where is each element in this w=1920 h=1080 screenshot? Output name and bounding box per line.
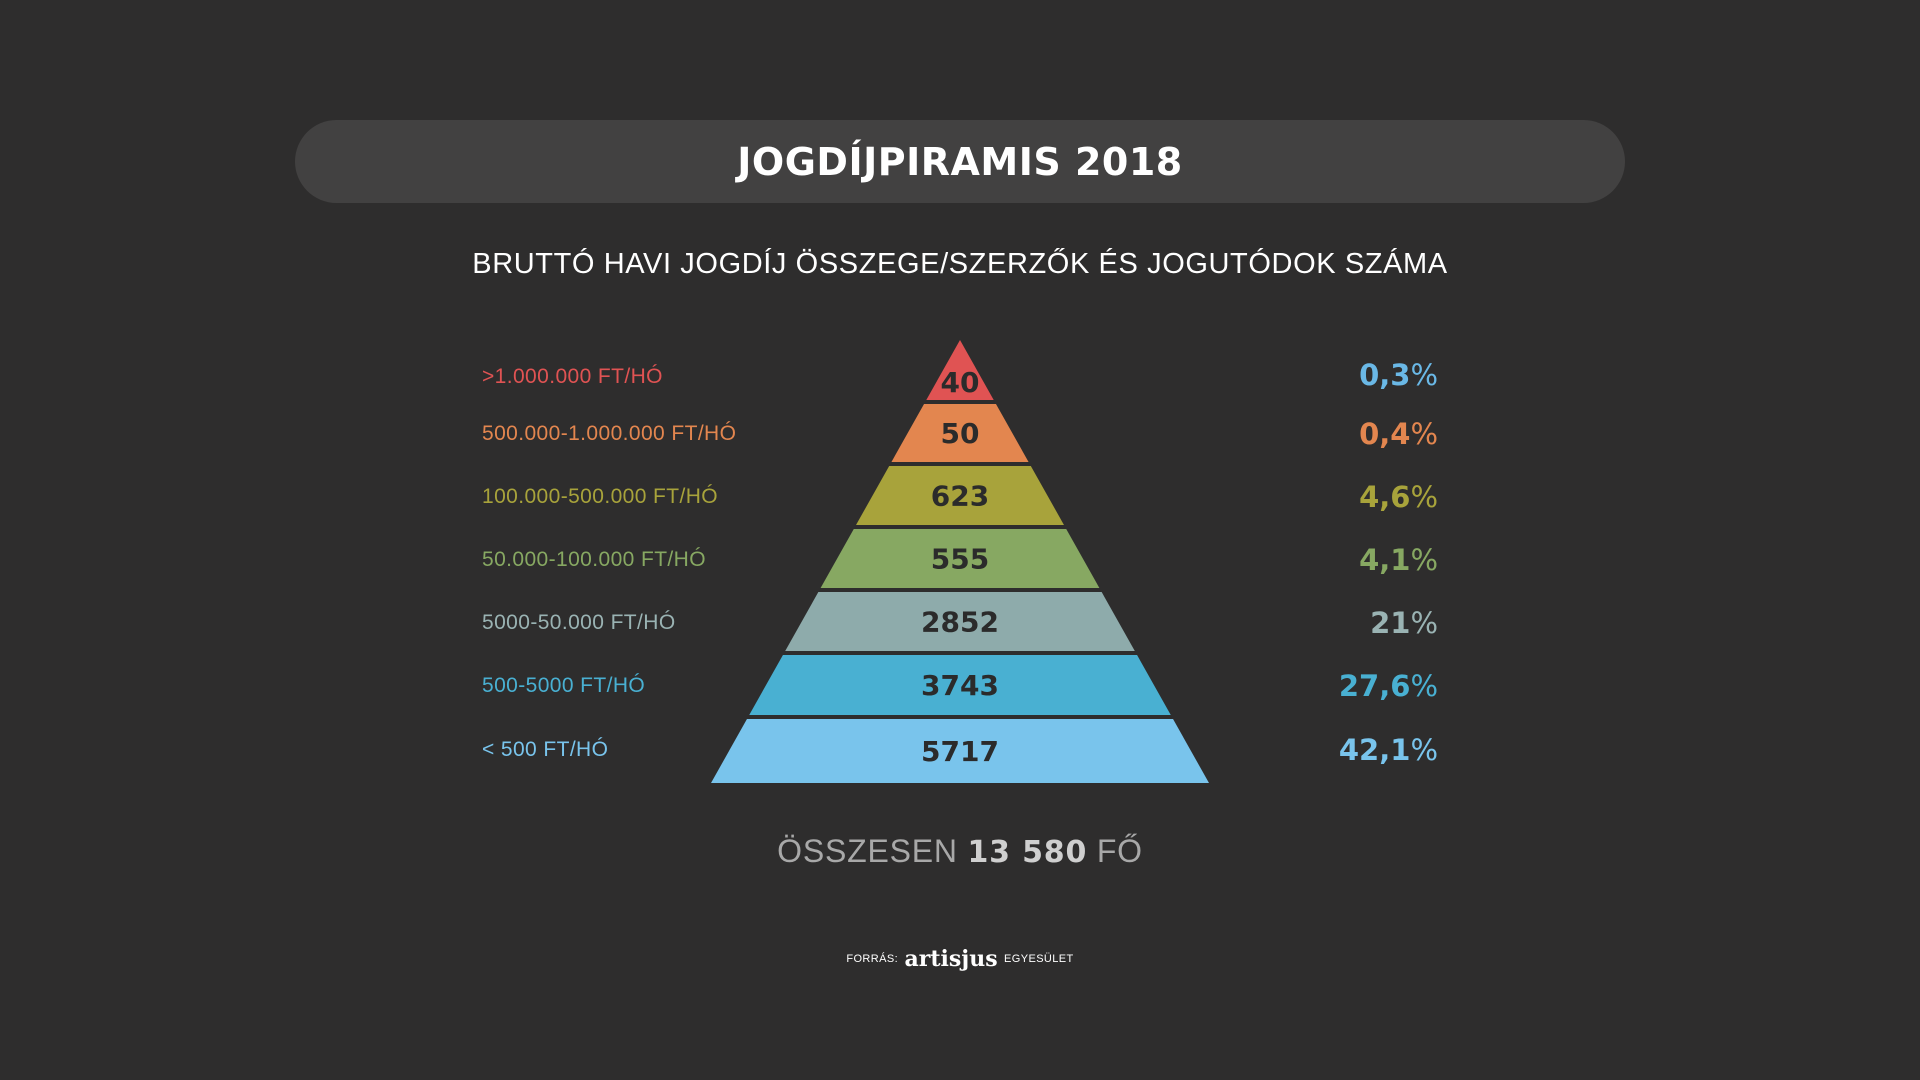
total-summary: ÖSSZESEN 13 580 FŐ bbox=[0, 833, 1920, 870]
pyramid-tier-2 bbox=[891, 404, 1029, 462]
percent-sign: % bbox=[1410, 417, 1438, 451]
percent-sign: % bbox=[1410, 479, 1438, 514]
tier-percent-label: 4,1% bbox=[1278, 543, 1438, 577]
tier-range-label: < 500 FT/HÓ bbox=[482, 738, 609, 761]
tier-percent-label: 0,3% bbox=[1278, 358, 1438, 392]
pyramid-tier-7 bbox=[711, 719, 1209, 783]
percent-sign: % bbox=[1410, 733, 1438, 767]
pyramid-tier-1 bbox=[926, 340, 994, 400]
tier-range-label: 100.000-500.000 FT/HÓ bbox=[482, 484, 719, 508]
pyramid-tier-6 bbox=[749, 655, 1171, 715]
pyramid-tier-3 bbox=[856, 466, 1064, 525]
tier-percent-label: 21% bbox=[1278, 606, 1438, 640]
percent-sign: % bbox=[1410, 542, 1438, 577]
tier-range-label: >1.000.000 FT/HÓ bbox=[482, 365, 663, 388]
chart-title: JOGDÍJPIRAMIS 2018 bbox=[737, 139, 1183, 184]
percent-value: 4,6 bbox=[1359, 479, 1411, 514]
source-suffix: EGYESÜLET bbox=[1004, 953, 1074, 965]
tier-range-label: 50.000-100.000 FT/HÓ bbox=[482, 547, 706, 571]
total-prefix: ÖSSZESEN bbox=[777, 833, 958, 869]
percent-value: 0,3 bbox=[1359, 358, 1411, 392]
tier-percent-label: 42,1% bbox=[1278, 733, 1438, 767]
tier-range-label: 500.000-1.000.000 FT/HÓ bbox=[482, 422, 737, 445]
total-suffix: FŐ bbox=[1096, 833, 1143, 869]
artisjus-logo: artisjus bbox=[904, 946, 998, 972]
tier-count-label: 555 bbox=[931, 543, 989, 576]
percent-sign: % bbox=[1410, 358, 1438, 392]
tier-count-label: 2852 bbox=[921, 606, 999, 639]
tier-percent-label: 0,4% bbox=[1278, 417, 1438, 451]
tier-count-label: 50 bbox=[941, 417, 980, 450]
percent-sign: % bbox=[1410, 605, 1438, 640]
total-value: 13 580 bbox=[967, 835, 1088, 870]
tier-percent-label: 27,6% bbox=[1278, 669, 1438, 703]
pyramid-tier-5 bbox=[785, 592, 1135, 651]
tier-range-label: 500-5000 FT/HÓ bbox=[482, 674, 646, 697]
percent-value: 4,1 bbox=[1359, 542, 1411, 577]
percent-sign: % bbox=[1410, 669, 1438, 703]
tier-count-label: 623 bbox=[931, 480, 989, 513]
percent-value: 27,6 bbox=[1338, 669, 1411, 703]
chart-subtitle: BRUTTÓ HAVI JOGDÍJ ÖSSZEGE/SZERZŐK ÉS JO… bbox=[472, 248, 1448, 280]
tier-count-label: 5717 bbox=[921, 735, 999, 768]
source-prefix: FORRÁS: bbox=[846, 953, 899, 965]
percent-value: 0,4 bbox=[1359, 417, 1411, 451]
percent-value: 42,1 bbox=[1338, 733, 1411, 767]
source-credit: FORRÁS: artisjus EGYESÜLET bbox=[0, 946, 1920, 972]
title-bar: JOGDÍJPIRAMIS 2018 bbox=[295, 120, 1625, 203]
tier-range-label: 5000-50.000 FT/HÓ bbox=[482, 610, 676, 634]
tier-percent-label: 4,6% bbox=[1278, 480, 1438, 514]
tier-count-label: 3743 bbox=[921, 669, 999, 702]
tier-count-label: 40 bbox=[941, 366, 980, 399]
pyramid-tier-4 bbox=[820, 529, 1100, 588]
percent-value: 21 bbox=[1370, 605, 1411, 640]
